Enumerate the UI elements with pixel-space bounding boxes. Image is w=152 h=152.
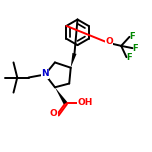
Text: F: F [132,44,138,53]
Polygon shape [71,53,77,68]
Text: O: O [105,37,113,46]
Polygon shape [55,87,67,104]
Text: F: F [129,32,135,41]
Text: N: N [41,69,49,78]
Text: OH: OH [77,98,92,107]
Text: O: O [50,109,58,118]
Text: F: F [126,53,132,62]
